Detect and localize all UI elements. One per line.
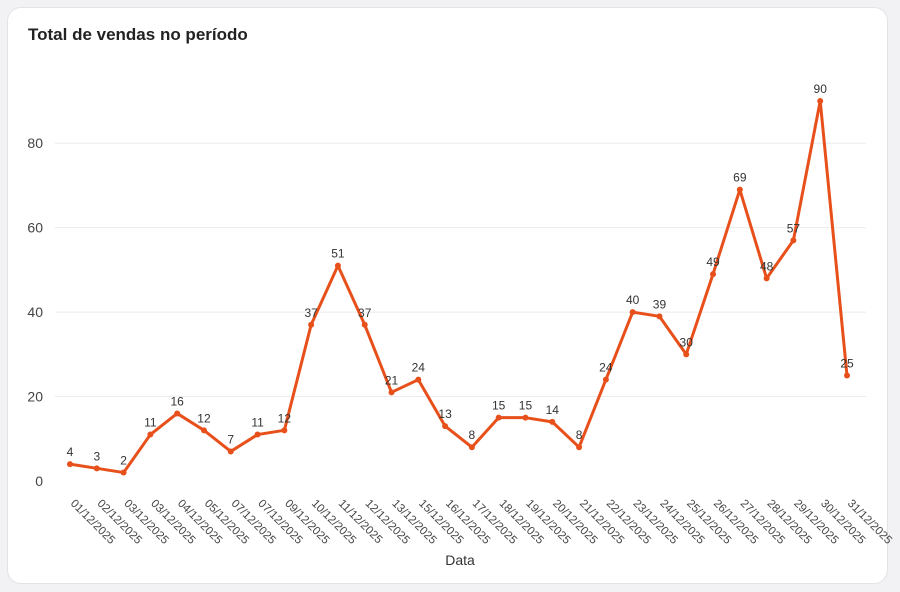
data-point: [120, 469, 127, 476]
data-label: 11: [251, 416, 264, 430]
data-point: [361, 321, 368, 328]
data-label: 30: [680, 335, 694, 349]
data-point: [468, 444, 475, 451]
data-point: [227, 448, 234, 455]
data-label: 37: [304, 306, 318, 320]
data-label: 14: [546, 403, 560, 417]
data-point: [522, 414, 529, 421]
data-label: 57: [787, 221, 801, 235]
x-axis-ticks: 01/12/202502/12/202503/12/202503/12/2025…: [68, 498, 894, 547]
data-point: [495, 414, 502, 421]
data-label: 15: [519, 399, 533, 413]
data-label: 39: [653, 297, 667, 311]
data-point: [549, 418, 556, 425]
data-point: [147, 431, 154, 438]
data-point: [442, 423, 449, 430]
data-point: [817, 98, 824, 104]
data-point: [790, 237, 797, 244]
chart-card: Total de vendas no período: [7, 7, 888, 584]
data-label: 21: [385, 373, 399, 387]
data-label: 12: [197, 411, 211, 425]
data-label: 16: [170, 394, 184, 408]
data-point: [67, 461, 73, 468]
data-label: 4: [67, 445, 74, 459]
data-label: 2: [120, 454, 127, 468]
data-label: 15: [492, 399, 506, 413]
data-label: 12: [278, 411, 292, 425]
data-point: [334, 262, 341, 269]
data-points: [67, 98, 850, 476]
data-point: [254, 431, 261, 438]
y-tick-label: 60: [27, 220, 43, 236]
data-point: [576, 444, 583, 451]
data-label: 69: [733, 171, 747, 185]
y-tick-label: 80: [27, 135, 43, 151]
data-point: [844, 372, 850, 379]
data-point: [93, 465, 100, 472]
data-point: [710, 271, 717, 278]
data-label: 7: [227, 432, 234, 446]
data-label: 24: [599, 361, 613, 375]
data-label: 8: [576, 428, 583, 442]
data-label: 11: [144, 416, 157, 430]
y-tick-label: 0: [35, 473, 43, 489]
y-tick-label: 20: [27, 389, 43, 405]
data-label: 3: [93, 449, 100, 463]
data-point: [656, 313, 663, 320]
data-label: 51: [331, 247, 345, 261]
data-label: 13: [438, 407, 452, 421]
data-point: [308, 321, 315, 328]
data-label: 24: [412, 361, 426, 375]
chart-title: Total de vendas no período: [28, 25, 248, 44]
data-point: [629, 309, 636, 316]
data-label: 90: [814, 82, 828, 96]
data-label: 40: [626, 293, 640, 307]
series-line: [68, 99, 849, 475]
data-point: [388, 389, 395, 396]
data-labels: 4 3 2 11 16 12 7 11 12 37 51 37 21 24 13 8 15 15 14 8 24 40 39…: [67, 82, 854, 468]
data-point: [736, 186, 743, 193]
data-label: 48: [760, 259, 774, 273]
data-point: [683, 351, 690, 358]
data-label: 25: [840, 356, 854, 370]
data-label: 8: [469, 428, 476, 442]
data-label: 37: [358, 306, 372, 320]
data-point: [281, 427, 288, 434]
y-tick-label: 40: [27, 304, 43, 320]
data-point: [174, 410, 181, 417]
x-axis-label: Data: [445, 552, 475, 568]
data-point: [200, 427, 207, 434]
data-point: [763, 275, 770, 282]
data-label: 49: [706, 255, 720, 269]
data-point: [415, 376, 422, 383]
y-axis-ticks: 0 20 40 60 80: [27, 135, 43, 489]
grid-lines: [55, 142, 866, 398]
data-point: [602, 376, 609, 383]
